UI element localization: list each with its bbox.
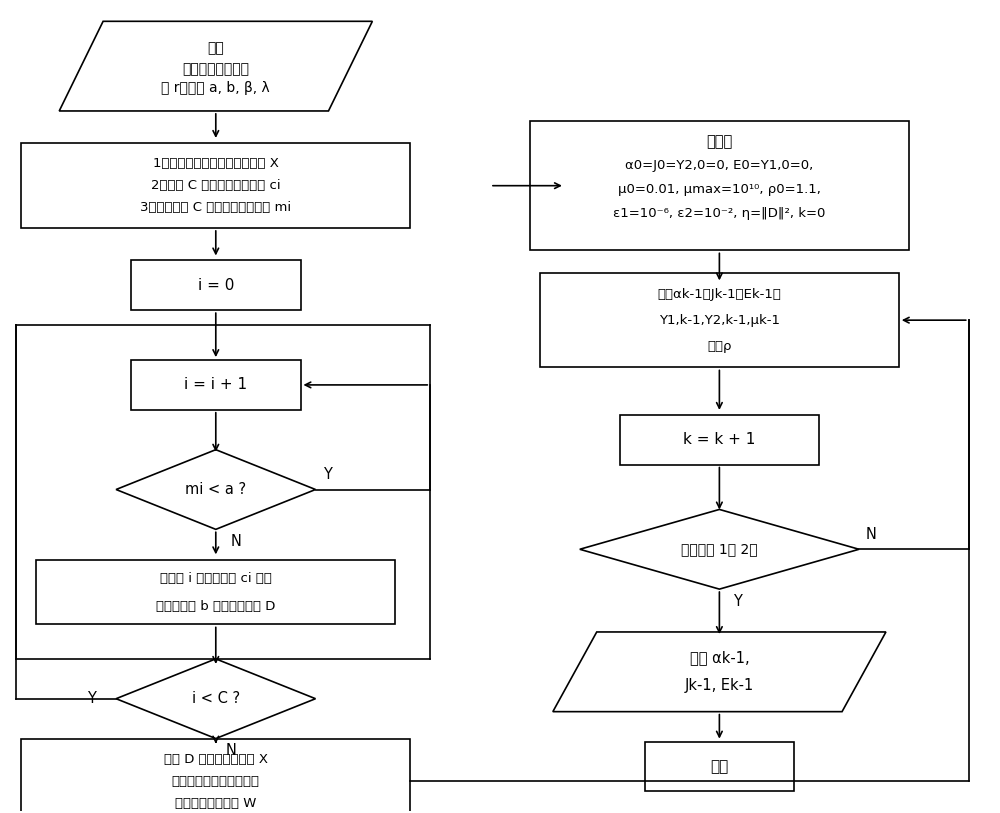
- Polygon shape: [553, 632, 886, 711]
- Text: 中每个像元之间的欧氏距: 中每个像元之间的欧氏距: [172, 775, 260, 788]
- Text: N: N: [866, 527, 876, 541]
- Polygon shape: [116, 450, 316, 529]
- Text: 输出 αk-1,: 输出 αk-1,: [690, 650, 749, 665]
- Bar: [36, 559, 395, 624]
- Text: N: N: [230, 534, 241, 549]
- Bar: [131, 360, 301, 410]
- Text: i < C ?: i < C ?: [192, 691, 240, 706]
- Text: 3）分别统计 C 个类簇内像元个数 mi: 3）分别统计 C 个类簇内像元个数 mi: [140, 201, 291, 214]
- Text: Y: Y: [733, 593, 742, 609]
- Text: 停止准则 1或 2？: 停止准则 1或 2？: [681, 542, 758, 556]
- Text: Jk-1, Ek-1: Jk-1, Ek-1: [685, 678, 754, 693]
- Text: i = i + 1: i = i + 1: [184, 377, 247, 393]
- Text: 输入: 输入: [207, 41, 224, 55]
- Text: 2）计算 C 个类簇及聚类中心 ci: 2）计算 C 个类簇及聚类中心 ci: [151, 179, 281, 192]
- Bar: [131, 260, 301, 311]
- Text: 计算ρ: 计算ρ: [707, 340, 732, 353]
- Polygon shape: [116, 659, 316, 738]
- Text: 结束: 结束: [710, 759, 729, 774]
- Text: 离，确定权重矩阵 W: 离，确定权重矩阵 W: [175, 797, 256, 810]
- Polygon shape: [580, 510, 859, 589]
- Text: 更新αk-1，Jk-1，Ek-1，: 更新αk-1，Jk-1，Ek-1，: [657, 288, 781, 301]
- Text: μ0=0.01, μmax=10¹⁰, ρ0=1.1,: μ0=0.01, μmax=10¹⁰, ρ0=1.1,: [618, 183, 821, 196]
- Text: 计算 D 中每一个原子与 X: 计算 D 中每一个原子与 X: [164, 753, 268, 766]
- Text: Y: Y: [87, 691, 96, 706]
- Bar: [21, 143, 410, 228]
- Bar: [540, 273, 899, 367]
- Text: 原始影像，聚类半: 原始影像，聚类半: [182, 62, 249, 76]
- Text: α0=J0=Y2,0=0, E0=Y1,0=0,: α0=J0=Y2,0=0, E0=Y1,0=0,: [625, 159, 814, 172]
- Bar: [645, 741, 794, 791]
- Bar: [21, 739, 410, 813]
- Text: k = k + 1: k = k + 1: [683, 433, 756, 447]
- Text: 1）将原始影像调整成二维矩阵 X: 1）将原始影像调整成二维矩阵 X: [153, 157, 279, 170]
- Bar: [620, 415, 819, 464]
- Text: Y1,k-1,Y2,k-1,μk-1: Y1,k-1,Y2,k-1,μk-1: [659, 314, 780, 327]
- Text: ε1=10⁻⁶, ε2=10⁻², η=‖D‖², k=0: ε1=10⁻⁶, ε2=10⁻², η=‖D‖², k=0: [613, 207, 826, 220]
- Text: Y: Y: [323, 467, 332, 482]
- Polygon shape: [59, 21, 372, 111]
- Text: N: N: [225, 743, 236, 758]
- Text: i = 0: i = 0: [198, 278, 234, 293]
- Text: mi < a ?: mi < a ?: [185, 482, 246, 497]
- Bar: [530, 121, 909, 250]
- Text: 距离最近的 b 个点存入字典 D: 距离最近的 b 个点存入字典 D: [156, 599, 275, 612]
- Text: 初始化: 初始化: [706, 134, 733, 150]
- Text: 计算第 i 个类簇中与 ci 欧式: 计算第 i 个类簇中与 ci 欧式: [160, 572, 272, 585]
- Text: 径 r，参数 a, b, β, λ: 径 r，参数 a, b, β, λ: [161, 81, 270, 95]
